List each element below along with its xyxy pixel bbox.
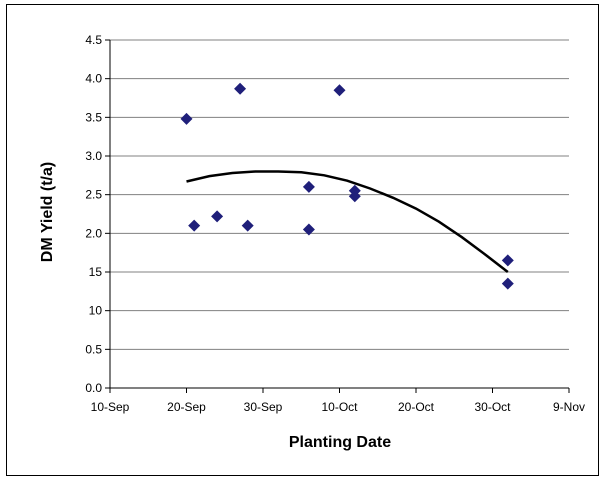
x-tick-label: 20-Sep <box>167 400 206 414</box>
y-tick-label: 2.5 <box>85 188 102 202</box>
data-points <box>180 82 514 290</box>
data-point <box>302 180 315 193</box>
data-point <box>241 219 254 232</box>
y-tick-label: 0.5 <box>85 342 102 356</box>
data-point <box>348 190 361 203</box>
y-tick-label: 10 <box>89 304 103 318</box>
y-tick-label: 3.0 <box>85 149 102 163</box>
y-tick-label: 15 <box>89 265 103 279</box>
data-point <box>180 112 193 125</box>
x-tick-labels: 10-Sep 20-Sep 30-Sep 10-Oct 20-Oct 30-Oct 9-No… <box>91 400 585 414</box>
x-tick-label: 30-Sep <box>244 400 283 414</box>
y-tick-label: 0.0 <box>85 381 102 395</box>
data-point <box>188 219 201 232</box>
y-tick-labels: 0.0 0.5 10 15 2.0 2.5 3.0 3.5 4.0 4.5 <box>85 33 102 395</box>
x-tick-label: 10-Oct <box>321 400 358 414</box>
gridlines <box>110 39 569 350</box>
data-point <box>234 82 247 95</box>
chart-frame <box>6 4 599 476</box>
data-point <box>501 254 514 267</box>
y-tick-label: 4.0 <box>85 72 102 86</box>
axes <box>105 39 570 393</box>
x-tick-label: 9-Nov <box>553 400 585 414</box>
data-point <box>302 223 315 236</box>
data-point <box>501 277 514 290</box>
y-tick-label: 4.5 <box>85 33 102 47</box>
data-point <box>333 84 346 97</box>
x-axis-title: Planting Date <box>289 434 391 451</box>
y-axis-title: DM Yield (t/a) <box>39 162 56 262</box>
x-tick-label: 20-Oct <box>398 400 435 414</box>
y-tick-label: 3.5 <box>85 110 102 124</box>
data-point <box>211 210 224 223</box>
y-tick-label: 2.0 <box>85 226 102 240</box>
x-tick-label: 30-Oct <box>474 400 511 414</box>
x-tick-label: 10-Sep <box>91 400 130 414</box>
trendline <box>186 170 509 273</box>
